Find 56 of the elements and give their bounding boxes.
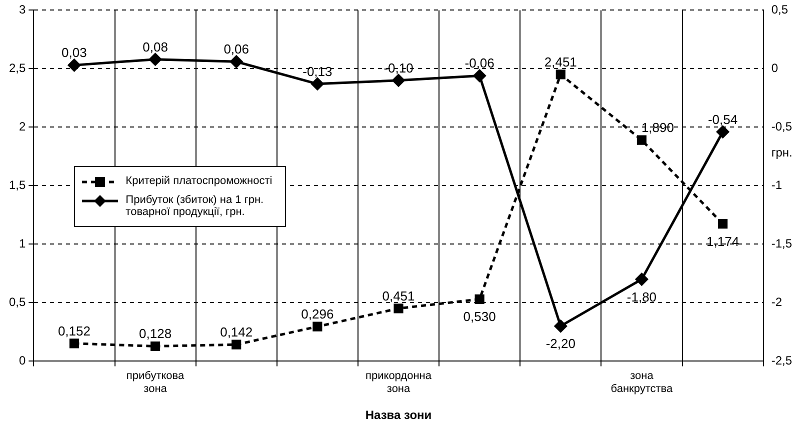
y2-tick-label: 0	[771, 61, 778, 76]
y2-tick-label: -2,5	[771, 354, 792, 368]
data-label: -0,06	[464, 56, 494, 71]
y2-tick-label: -2	[771, 295, 782, 310]
point	[636, 135, 646, 145]
point	[69, 338, 80, 348]
point	[554, 320, 567, 332]
point	[716, 126, 730, 138]
y2-tick-label: -1	[771, 178, 782, 192]
point	[68, 58, 80, 72]
point	[473, 69, 486, 82]
y-tick-label: 0,5	[8, 295, 26, 310]
point	[392, 74, 405, 87]
legend-label: Прибуток (збиток) на 1 грн. товарної продукції, грн.	[126, 194, 265, 218]
data-label: 0,152	[58, 323, 90, 338]
y2-tick-label: -0,5	[771, 120, 792, 134]
y-tick-label: 3	[18, 2, 26, 17]
point	[311, 78, 324, 90]
data-label: -0,13	[302, 64, 332, 79]
data-label: -0,54	[708, 112, 738, 127]
y2-axis-title: грн.	[771, 145, 792, 160]
y2-tick-label: 0,5	[771, 2, 788, 17]
point	[232, 340, 242, 350]
point	[394, 304, 404, 314]
data-label: 0,142	[220, 324, 253, 340]
y-tick-label: 1,5	[8, 178, 26, 192]
data-label: 0,296	[301, 306, 334, 322]
point	[635, 273, 648, 286]
x-tick-label: прикордонна зона	[366, 370, 432, 396]
point	[474, 294, 484, 304]
x-tick-label: зона банкрутства	[610, 370, 674, 396]
point	[718, 219, 728, 229]
data-label: 0,530	[463, 309, 496, 324]
x-tick-label: прибуткова зона	[126, 370, 186, 396]
y-tick-label: 0	[18, 354, 26, 368]
data-label: 0,08	[142, 39, 168, 54]
data-label: 0,03	[62, 45, 87, 60]
y-tick-label: 2,5	[8, 61, 26, 76]
data-label: 1,890	[641, 120, 674, 136]
data-label: 0,128	[139, 326, 172, 342]
data-label: -1,80	[626, 289, 657, 304]
data-label: 1,174	[706, 234, 740, 249]
y-tick-label: 1	[18, 236, 26, 251]
point	[150, 341, 160, 352]
point	[312, 322, 322, 332]
y2-tick-label: -1,5	[771, 236, 792, 251]
point	[149, 53, 162, 66]
data-label: -2,20	[546, 336, 576, 352]
y-tick-label: 2	[18, 120, 26, 134]
point	[556, 70, 566, 80]
x-axis-title: Назва зони	[365, 408, 432, 422]
point	[230, 55, 243, 68]
data-label: 0,451	[382, 288, 415, 304]
data-label: 0,06	[224, 42, 250, 57]
legend-label: Критерій платоспроможності	[126, 174, 272, 187]
data-label: 2,451	[544, 54, 577, 70]
